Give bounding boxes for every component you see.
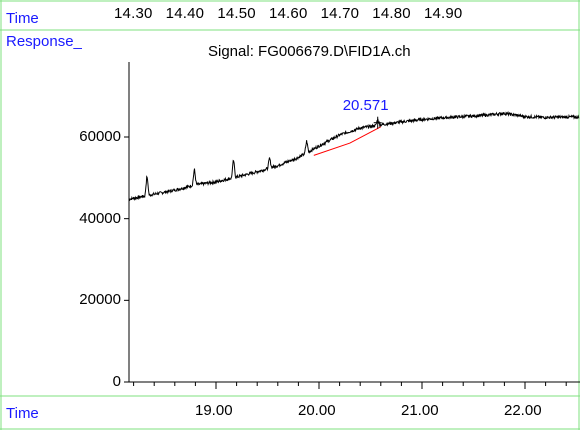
top-time-tick: 14.90 xyxy=(423,5,463,22)
x-tick-label: 22.00 xyxy=(504,402,542,419)
footer-time-label: Time xyxy=(6,405,39,422)
x-axis-ticks xyxy=(133,382,567,389)
top-time-scale: 14.30 14.40 14.50 14.60 14.70 14.80 14.9… xyxy=(114,5,462,22)
x-tick-label: 21.00 xyxy=(401,402,439,419)
top-time-tick: 14.40 xyxy=(165,5,205,22)
top-time-tick: 14.30 xyxy=(114,5,153,22)
x-tick-label: 19.00 xyxy=(195,402,233,419)
top-time-tick: 14.50 xyxy=(217,5,256,22)
x-tick-label: 20.00 xyxy=(298,402,336,419)
y-axis-ticks xyxy=(124,136,129,383)
y-tick-label: 0 xyxy=(112,373,121,390)
peak-annotation-label: 20.571 xyxy=(342,97,389,115)
y-tick-label: 60000 xyxy=(79,128,121,145)
signal-title: Signal: FG006679.D\FID1A.ch xyxy=(208,43,411,60)
peak-baseline-line xyxy=(313,126,382,156)
y-tick-label: 20000 xyxy=(79,291,121,309)
top-time-tick: 14.80 xyxy=(372,5,411,22)
signal-trace-line xyxy=(128,110,580,202)
top-time-tick: 14.60 xyxy=(268,5,308,22)
top-time-tick: 14.70 xyxy=(320,5,360,22)
peak-marker xyxy=(373,116,382,129)
y-tick-label: 40000 xyxy=(79,209,121,227)
header-time-label: Time xyxy=(6,10,39,27)
response-label: Response_ xyxy=(6,33,82,50)
